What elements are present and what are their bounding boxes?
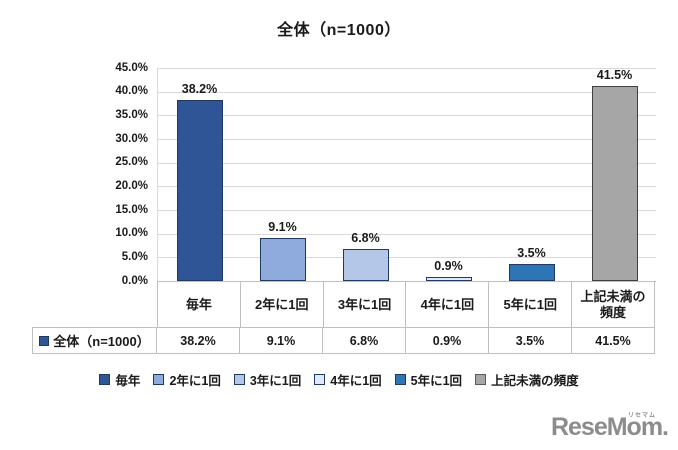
- bar-0: [176, 100, 223, 281]
- bar-value-label: 41.5%: [596, 68, 633, 82]
- bar-1: [259, 237, 306, 281]
- value-cell-1: 9.1%: [240, 327, 323, 354]
- category-cell-5: 上記未満の頻度: [572, 281, 655, 328]
- y-axis-tick-label: 15.0%: [115, 203, 148, 216]
- legend-item-0: 毎年: [99, 370, 140, 389]
- gridline: [158, 257, 656, 259]
- legend-label: 5年に1回: [410, 373, 463, 388]
- value-cell-3: 0.9%: [406, 327, 489, 354]
- bar-value-label: 38.2%: [181, 82, 218, 97]
- series-marker-icon: [39, 335, 50, 346]
- bar-column-3: 0.9%: [407, 68, 490, 281]
- bar-3: [425, 276, 472, 281]
- legend-item-5: 上記未満の頻度: [475, 370, 579, 389]
- y-axis-tick-label: 0.0%: [121, 274, 148, 287]
- y-axis-tick-label: 25.0%: [115, 156, 148, 169]
- value-cell-2: 6.8%: [323, 327, 406, 354]
- legend-label: 4年に1回: [330, 373, 382, 388]
- legend-swatch-icon: [394, 373, 406, 385]
- value-cell-5: 41.5%: [572, 327, 655, 354]
- bar-column-4: 3.5%: [490, 68, 573, 281]
- bar-value-label: 0.9%: [434, 258, 463, 273]
- bar-value-label: 3.5%: [517, 246, 546, 261]
- category-cell-3: 4年に1回: [406, 281, 490, 328]
- legend-swatch-icon: [233, 373, 245, 385]
- bar-value-label: 9.1%: [268, 219, 297, 234]
- bar-column-5: 41.5%: [573, 68, 656, 281]
- bar-column-0: 38.2%: [158, 68, 241, 281]
- bar-4: [508, 264, 555, 281]
- category-cell-1: 2年に1回: [240, 281, 324, 328]
- legend-item-2: 3年に1回: [233, 370, 302, 389]
- legend-item-4: 5年に1回: [394, 370, 463, 389]
- y-axis-tick-label: 40.0%: [115, 85, 148, 98]
- gridline: [158, 139, 656, 140]
- legend-label: 3年に1回: [249, 373, 302, 388]
- legend-swatch-icon: [153, 373, 165, 385]
- y-axis-tick-label: 10.0%: [115, 227, 148, 240]
- legend-label: 毎年: [115, 373, 141, 388]
- legend-swatch-icon: [99, 373, 111, 385]
- category-cell-2: 3年に1回: [323, 281, 407, 328]
- plot-area: 38.2% 9.1% 6.8% 0.9% 3.5% 41.5%: [157, 68, 656, 282]
- gridline: [158, 115, 656, 117]
- legend-label: 2年に1回: [169, 373, 221, 388]
- category-axis-row: 毎年 2年に1回 3年に1回 4年に1回 5年に1回 上記未満の頻度: [157, 281, 655, 328]
- category-cell-0: 毎年: [157, 281, 241, 328]
- gridline: [158, 68, 656, 69]
- bar-2: [342, 248, 389, 281]
- legend-swatch-icon: [314, 373, 326, 385]
- category-cell-4: 5年に1回: [489, 281, 573, 328]
- legend-item-1: 2年に1回: [153, 370, 221, 389]
- gridline: [158, 186, 656, 188]
- bar-5: [591, 86, 638, 281]
- bar-column-1: 9.1%: [241, 68, 324, 281]
- value-cell-0: 38.2%: [157, 327, 240, 354]
- chart-legend: 毎年 2年に1回 3年に1回 4年に1回 5年に1回 上記未満の頻度: [0, 369, 678, 389]
- y-axis-tick-label: 45.0%: [115, 61, 148, 74]
- data-table-row: 全体（n=1000） 38.2% 9.1% 6.8% 0.9% 3.5% 41.5%: [32, 327, 655, 354]
- y-axis-tick-label: 35.0%: [115, 108, 148, 121]
- value-cell-4: 3.5%: [489, 327, 572, 354]
- resemom-logo-subtext: リセマム: [627, 413, 656, 419]
- legend-item-3: 4年に1回: [314, 370, 382, 389]
- gridline: [158, 91, 656, 93]
- legend-swatch-icon: [475, 373, 487, 385]
- bar-column-2: 6.8%: [324, 68, 407, 281]
- chart-title: 全体（n=1000）: [277, 22, 401, 39]
- gridline: [158, 210, 656, 211]
- y-axis-tick-label: 20.0%: [115, 179, 148, 192]
- legend-label: 上記未満の頻度: [491, 373, 579, 388]
- bar-value-label: 6.8%: [351, 230, 380, 245]
- gridline: [158, 233, 656, 235]
- resemom-logo: リセマム ReseMom.: [550, 413, 669, 442]
- y-axis-tick-label: 30.0%: [115, 132, 148, 145]
- resemom-logo-text: ReseMom.: [550, 413, 669, 441]
- y-axis-tick-label: 5.0%: [121, 250, 148, 263]
- table-row-header: 全体（n=1000）: [32, 327, 157, 354]
- gridline: [158, 162, 656, 164]
- table-row-header-label: 全体（n=1000）: [53, 334, 150, 349]
